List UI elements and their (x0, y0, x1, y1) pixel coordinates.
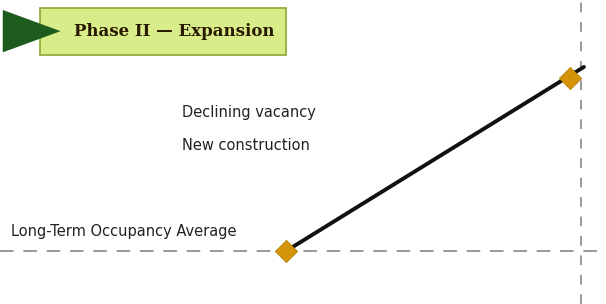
Text: Declining vacancy: Declining vacancy (182, 105, 316, 120)
Text: Phase II — Expansion: Phase II — Expansion (74, 23, 275, 40)
Point (565, 75, 575, 80)
Polygon shape (39, 8, 287, 55)
Polygon shape (3, 10, 61, 52)
Point (282, 248, 291, 253)
Text: Long-Term Occupancy Average: Long-Term Occupancy Average (11, 223, 236, 239)
Text: New construction: New construction (182, 138, 310, 154)
